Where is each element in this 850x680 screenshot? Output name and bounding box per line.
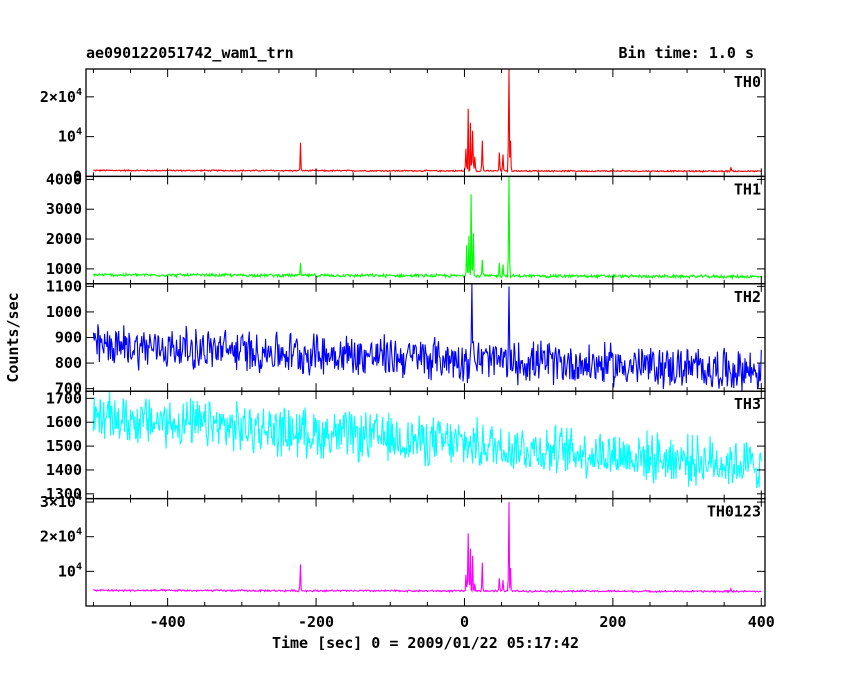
y-tick-label: 1300 (46, 485, 82, 503)
panel-th0123: 104 2×104 3×104 TH0123 (40, 492, 766, 607)
panel-frame (85, 68, 766, 178)
panel-label: TH2 (734, 288, 761, 306)
panel-th3: 1300 1400 1500 1600 1700 TH3 (46, 389, 766, 503)
y-tick-label: 1000 (46, 260, 82, 278)
x-axis-label: Time [sec] 0 = 2009/01/22 05:17:42 (272, 634, 579, 652)
panel-label: TH0123 (707, 503, 761, 521)
x-tick-label: -200 (298, 613, 334, 631)
y-axis-label: Counts/sec (4, 292, 22, 382)
y-tick-label: 2×104 (40, 527, 82, 546)
y-tick-label: 1400 (46, 461, 82, 479)
series-th0123 (92, 502, 762, 594)
y-tick-label: 900 (55, 329, 82, 347)
panel-label: TH1 (734, 180, 761, 198)
x-tick-label: 400 (748, 613, 775, 631)
bin-time-label: Bin time: 1.0 s (618, 44, 754, 62)
series-th3 (92, 391, 762, 489)
panel-frame (85, 175, 766, 285)
panel-th0: 0 104 2×104 TH0 (40, 68, 766, 185)
x-tick-label: 200 (599, 613, 626, 631)
y-tick-label: 104 (58, 561, 82, 580)
panel-label: TH3 (734, 395, 761, 413)
x-tick-label: 0 (460, 613, 469, 631)
y-tick-label: 104 (58, 127, 82, 146)
panel-th2: 700 800 900 1000 1100 TH2 (46, 277, 766, 398)
y-tick-label: 1500 (46, 437, 82, 455)
series-th0 (93, 69, 762, 173)
x-tick-label: -400 (150, 613, 186, 631)
y-tick-label: 0 (73, 167, 82, 185)
y-tick-label: 2×104 (40, 87, 82, 106)
y-tick-label: 3000 (46, 200, 82, 218)
y-tick-label: 1700 (46, 389, 82, 407)
y-tick-label: 1100 (46, 277, 82, 295)
y-tick-label: 2000 (46, 230, 82, 248)
panel-frame (85, 497, 766, 607)
y-tick-label: 1600 (46, 413, 82, 431)
series-th1 (92, 176, 762, 281)
chart-title: ae090122051742_wam1_trn (86, 44, 294, 62)
y-tick-label: 700 (55, 380, 82, 398)
panel-th1: 1000 2000 3000 4000 TH1 (46, 170, 766, 285)
series-th2 (92, 284, 762, 391)
y-tick-label: 800 (55, 354, 82, 372)
y-tick-label: 3×104 (40, 492, 82, 511)
y-tick-label: 1000 (46, 303, 82, 321)
y-tick-label: 4000 (46, 170, 82, 188)
panel-label: TH0 (734, 73, 761, 91)
